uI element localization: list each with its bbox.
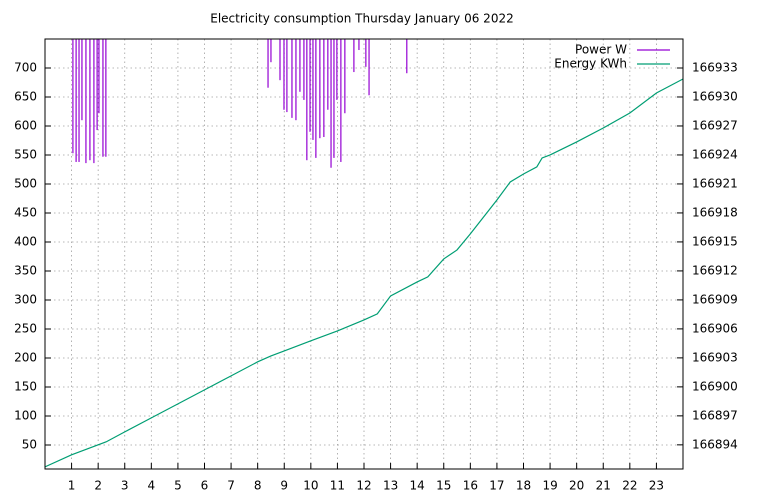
y2-tick-label: 166900	[692, 379, 738, 393]
y2-tick-label: 166921	[692, 176, 738, 190]
x-tick-label: 2	[94, 479, 102, 493]
x-tick-label: 7	[227, 479, 235, 493]
legend-label: Energy KWh	[554, 57, 627, 71]
x-tick-label: 1	[68, 479, 76, 493]
y2-tick-label: 166906	[692, 321, 738, 335]
y-tick-label: 50	[22, 437, 37, 451]
y2-tick-label: 166894	[692, 437, 738, 451]
x-tick-label: 8	[254, 479, 262, 493]
y2-tick-label: 166915	[692, 234, 738, 248]
x-tick-label: 12	[356, 479, 371, 493]
y-tick-label: 100	[14, 408, 37, 422]
energy-line	[45, 78, 683, 468]
x-tick-label: 15	[436, 479, 451, 493]
y2-tick-label: 166918	[692, 205, 738, 219]
y-tick-label: 300	[14, 292, 37, 306]
chart-title: Electricity consumption Thursday January…	[210, 12, 513, 26]
x-tick-label: 10	[303, 479, 318, 493]
x-tick-label: 14	[410, 479, 425, 493]
y2-tick-label: 166903	[692, 350, 738, 364]
y-tick-label: 350	[14, 263, 37, 277]
x-tick-label: 13	[383, 479, 398, 493]
y2-tick-label: 166909	[692, 292, 738, 306]
y2-tick-label: 166927	[692, 118, 738, 132]
y-tick-label: 200	[14, 350, 37, 364]
y-tick-label: 450	[14, 205, 37, 219]
y2-tick-label: 166933	[692, 60, 738, 74]
x-tick-label: 22	[622, 479, 637, 493]
x-tick-label: 23	[649, 479, 664, 493]
x-tick-label: 19	[542, 479, 557, 493]
y-tick-label: 550	[14, 147, 37, 161]
y-tick-label: 600	[14, 118, 37, 132]
y-tick-label: 250	[14, 321, 37, 335]
y-tick-label: 150	[14, 379, 37, 393]
x-tick-label: 20	[569, 479, 584, 493]
y-tick-label: 400	[14, 234, 37, 248]
x-tick-label: 17	[489, 479, 504, 493]
y-tick-label: 650	[14, 89, 37, 103]
y2-tick-label: 166897	[692, 408, 738, 422]
x-tick-label: 6	[201, 479, 209, 493]
y-tick-label: 700	[14, 60, 37, 74]
x-tick-label: 18	[516, 479, 531, 493]
y2-tick-label: 166912	[692, 263, 738, 277]
x-tick-label: 16	[463, 479, 478, 493]
x-tick-label: 9	[280, 479, 288, 493]
legend-label: Power W	[575, 43, 627, 57]
x-tick-label: 5	[174, 479, 182, 493]
x-tick-label: 3	[121, 479, 129, 493]
y-tick-label: 500	[14, 176, 37, 190]
x-tick-label: 4	[148, 479, 156, 493]
x-tick-label: 21	[596, 479, 611, 493]
y2-tick-label: 166930	[692, 89, 738, 103]
y2-tick-label: 166924	[692, 147, 738, 161]
x-tick-label: 11	[330, 479, 345, 493]
